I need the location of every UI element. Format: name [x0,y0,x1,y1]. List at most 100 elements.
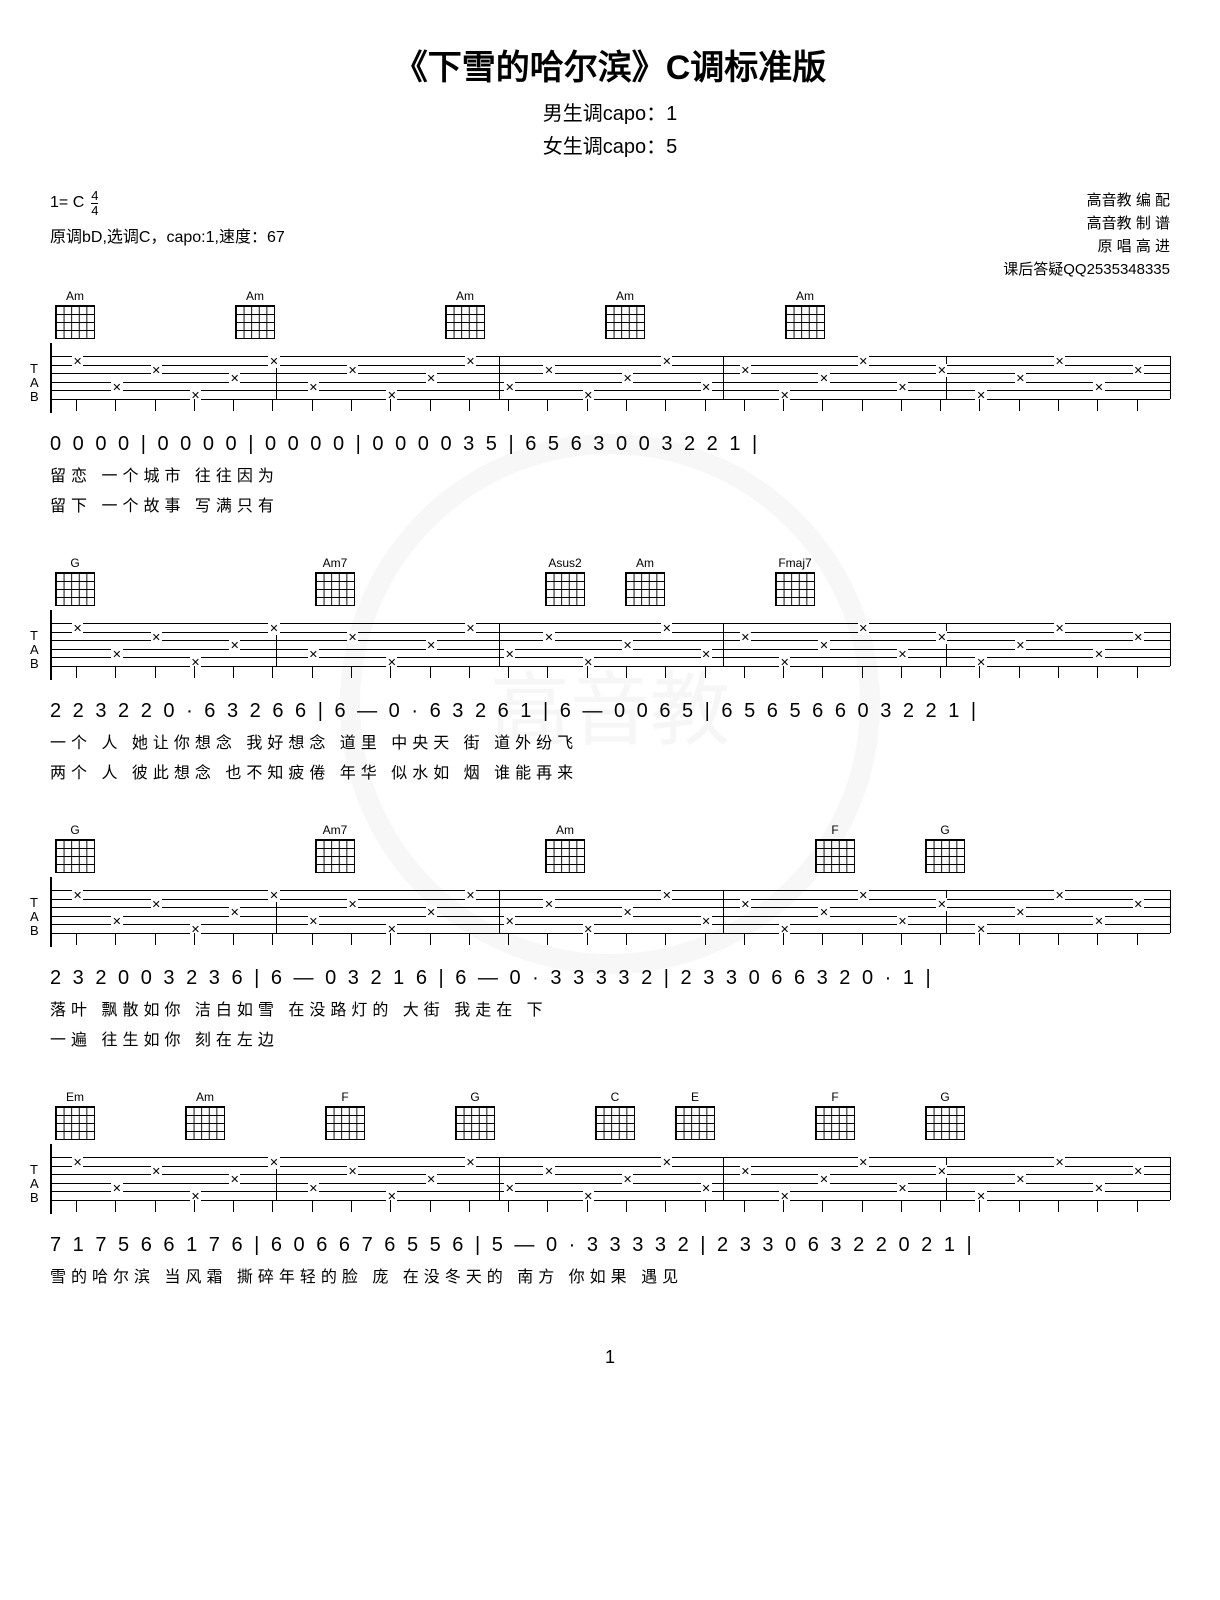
system-2: G Am7 Asus2 Am Fmaj7TAB✕✕✕✕✕✕✕✕✕✕✕✕✕✕✕✕✕✕✕✕✕… [50,556,1170,783]
time-num: 4 [91,189,98,204]
jianpu-notation: 7 1 7 5 6 6 1 7 6 | 6 0 6 6 7 6 5 5 6 | … [50,1234,1170,1257]
subtitle-2: 女生调capo：5 [50,130,1170,159]
chord-name: G [940,1090,949,1104]
tab-content: ✕✕✕✕✕✕✕✕✕✕✕✕✕✕✕✕✕✕✕✕✕✕✕✕✕✕✕✕ [52,1144,1170,1214]
credit-1: 高音教 编 配 [1003,189,1170,210]
chord-diagram: G [920,823,970,873]
tab-staff: TAB✕✕✕✕✕✕✕✕✕✕✕✕✕✕✕✕✕✕✕✕✕✕✕✕✕✕✕✕ [50,877,1170,947]
time-den: 4 [91,204,98,217]
credit-2: 高音教 制 谱 [1003,212,1170,233]
chord-name: Am [456,289,474,303]
tab-content: ✕✕✕✕✕✕✕✕✕✕✕✕✕✕✕✕✕✕✕✕✕✕✕✕✕✕✕✕ [52,610,1170,680]
jianpu-notation: 2 3 2 0 0 3 2 3 6 | 6 — 0 3 2 1 6 | 6 — … [50,967,1170,990]
lyric-line-2: 留下 一个故事 写满只有 [50,492,1170,516]
chord-name: E [691,1090,699,1104]
chord-diagram: Am [50,289,100,339]
key-signature: 1= C 4 4 [50,189,285,217]
tab-content: ✕✕✕✕✕✕✕✕✕✕✕✕✕✕✕✕✕✕✕✕✕✕✕✕✕✕✕✕ [52,877,1170,947]
systems-container: AmAmAmAmAmTAB✕✕✕✕✕✕✕✕✕✕✕✕✕✕✕✕✕✕✕✕✕✕✕✕✕✕✕… [50,289,1170,1287]
chord-row: Em Am F G C E F G [50,1090,1170,1140]
chord-grid [185,1106,225,1140]
lyric-line-2: 两个 人 彼此想念 也不知疲倦 年华 似水如 烟 谁能再来 [50,759,1170,783]
chord-diagram: E [670,1090,720,1140]
sheet-content: 《下雪的哈尔滨》C调标准版 男生调capo：1 女生调capo：5 1= C 4… [50,40,1170,1368]
lyric-line-1: 落叶 飘散如你 洁白如雪 在没路灯的 大街 我走在 下 [50,996,1170,1020]
chord-diagram: F [810,823,860,873]
chord-diagram: Am7 [310,556,360,606]
chord-name: G [70,823,79,837]
chord-name: Am [196,1090,214,1104]
chord-grid [445,305,485,339]
chord-grid [455,1106,495,1140]
left-info: 1= C 4 4 原调bD,选调C，capo:1,速度：67 [50,189,285,279]
system-3: GAm7AmFGTAB✕✕✕✕✕✕✕✕✕✕✕✕✕✕✕✕✕✕✕✕✕✕✕✕✕✕✕✕2… [50,823,1170,1050]
jianpu-notation: 0 0 0 0 | 0 0 0 0 | 0 0 0 0 | 0 0 0 0 3 … [50,433,1170,456]
chord-name: Am [246,289,264,303]
tempo-line: 原调bD,选调C，capo:1,速度：67 [50,223,285,247]
chord-name: G [70,556,79,570]
chord-diagram: G [920,1090,970,1140]
chord-grid [545,839,585,873]
chord-diagram: G [450,1090,500,1140]
tab-staff: TAB✕✕✕✕✕✕✕✕✕✕✕✕✕✕✕✕✕✕✕✕✕✕✕✕✕✕✕✕ [50,343,1170,413]
chord-grid [55,305,95,339]
chord-name: Am [796,289,814,303]
lyric-line-1: 留恋 一个城市 往往因为 [50,462,1170,486]
chord-diagram: Am [600,289,650,339]
header-row: 1= C 4 4 原调bD,选调C，capo:1,速度：67 高音教 编 配 高… [50,189,1170,279]
chord-diagram: Em [50,1090,100,1140]
chord-grid [325,1106,365,1140]
chord-grid [925,1106,965,1140]
chord-name: F [831,823,838,837]
chord-name: F [831,1090,838,1104]
chord-grid [55,572,95,606]
subtitle-1: 男生调capo：1 [50,97,1170,126]
jianpu-notation: 2 2 3 2 2 0 · 6 3 2 6 6 | 6 — 0 · 6 3 2 … [50,700,1170,723]
lyric-line-1: 一个 人 她让你想念 我好想念 道里 中央天 街 道外纷飞 [50,729,1170,753]
tab-clef: TAB [30,362,39,404]
chord-name: F [341,1090,348,1104]
chord-grid [785,305,825,339]
tab-clef: TAB [30,1163,39,1205]
tab-clef: TAB [30,896,39,938]
chord-grid [315,572,355,606]
chord-grid [925,839,965,873]
page-number: 1 [50,1347,1170,1368]
chord-grid [235,305,275,339]
tab-staff: TAB✕✕✕✕✕✕✕✕✕✕✕✕✕✕✕✕✕✕✕✕✕✕✕✕✕✕✕✕ [50,1144,1170,1214]
chord-name: Em [66,1090,84,1104]
chord-name: C [611,1090,620,1104]
chord-grid [775,572,815,606]
chord-name: Am7 [323,823,348,837]
credit-3: 原 唱 高 进 [1003,235,1170,256]
chord-grid [595,1106,635,1140]
chord-diagram: Fmaj7 [770,556,820,606]
chord-diagram: Am [440,289,490,339]
chord-name: Am [636,556,654,570]
chord-row: Am Am Am Am Am [50,289,1170,339]
chord-row: G Am7 Asus2 Am Fmaj7 [50,556,1170,606]
chord-name: G [940,823,949,837]
chord-grid [605,305,645,339]
system-1: AmAmAmAmAmTAB✕✕✕✕✕✕✕✕✕✕✕✕✕✕✕✕✕✕✕✕✕✕✕✕✕✕✕… [50,289,1170,516]
main-title: 《下雪的哈尔滨》C调标准版 [50,40,1170,89]
lyric-line-2: 一遍 往生如你 刻在左边 [50,1026,1170,1050]
tab-staff: TAB✕✕✕✕✕✕✕✕✕✕✕✕✕✕✕✕✕✕✕✕✕✕✕✕✕✕✕✕ [50,610,1170,680]
chord-grid [815,1106,855,1140]
credit-4: 课后答疑QQ2535348335 [1003,258,1170,279]
chord-diagram: Am [180,1090,230,1140]
chord-name: Am [66,289,84,303]
chord-grid [625,572,665,606]
chord-name: Am7 [323,556,348,570]
chord-name: Asus2 [548,556,581,570]
chord-grid [675,1106,715,1140]
chord-name: G [470,1090,479,1104]
time-signature: 4 4 [91,189,98,217]
chord-diagram: C [590,1090,640,1140]
chord-diagram: Am [620,556,670,606]
chord-grid [55,839,95,873]
chord-grid [315,839,355,873]
chord-diagram: Am7 [310,823,360,873]
key-text: 1= C [50,194,84,212]
system-4: Em Am F G C E F G TAB✕✕✕✕✕✕✕✕✕✕✕✕✕✕✕✕✕✕✕✕✕✕✕✕✕✕✕… [50,1090,1170,1287]
